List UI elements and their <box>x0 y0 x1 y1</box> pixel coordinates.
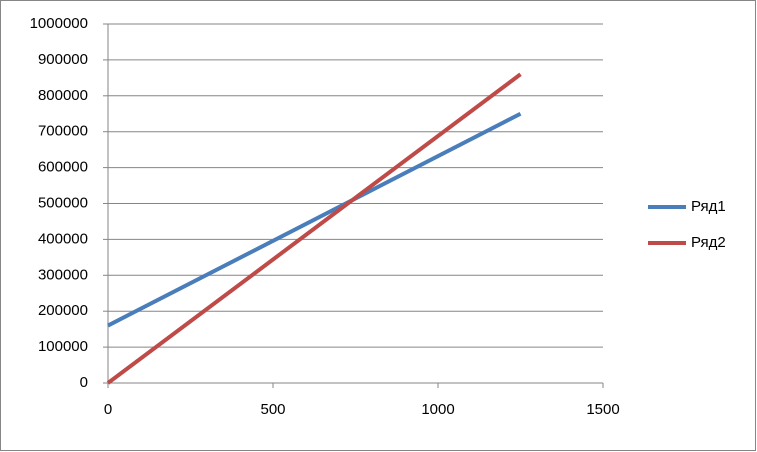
x-tick-label: 500 <box>260 401 285 418</box>
legend-label: Ряд2 <box>691 234 726 251</box>
series-line <box>107 111 522 328</box>
y-tick-label: 800000 <box>38 87 88 104</box>
y-tick-label: 100000 <box>38 338 88 355</box>
series-line <box>106 72 522 385</box>
x-tick-label: 1000 <box>421 401 454 418</box>
y-tick-label: 300000 <box>38 266 88 283</box>
legend-label: Ряд1 <box>691 198 726 215</box>
y-tick-label: 500000 <box>38 194 88 211</box>
y-tick-label: 900000 <box>38 51 88 68</box>
y-tick-label: 600000 <box>38 159 88 176</box>
x-tick-label: 1500 <box>586 401 619 418</box>
y-tick-label: 700000 <box>38 123 88 140</box>
y-tick-label: 200000 <box>38 302 88 319</box>
y-tick-label: 0 <box>80 374 88 391</box>
y-tick-label: 400000 <box>38 230 88 247</box>
x-tick-label: 0 <box>104 401 112 418</box>
y-tick-label: 1000000 <box>30 15 88 32</box>
